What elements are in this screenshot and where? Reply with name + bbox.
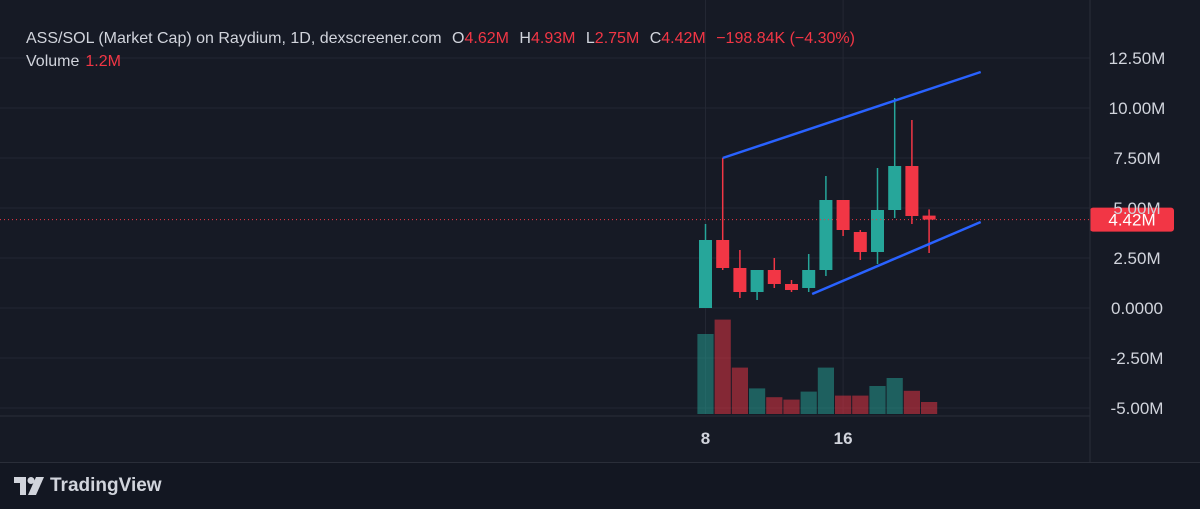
high-value: 4.93M [530, 30, 576, 47]
brand-name: TradingView [50, 475, 162, 496]
y-tick-label: 0.0000 [1111, 299, 1163, 318]
candlesticks [699, 98, 936, 308]
candle-body [871, 210, 884, 252]
volume-bar [869, 386, 886, 414]
volume-bar [783, 399, 800, 414]
footer-bar: TradingView [0, 462, 1200, 509]
y-tick-label: 12.50M [1109, 49, 1166, 68]
y-tick-label: 7.50M [1113, 149, 1160, 168]
volume-bar [731, 367, 748, 414]
y-tick-label: 2.50M [1113, 249, 1160, 268]
candle-body [853, 232, 867, 252]
candle-body [785, 284, 798, 290]
candle-body [922, 215, 936, 220]
candle-body [836, 200, 850, 230]
chart-canvas[interactable]: 4.42M 12.50M 10.00M 7.50M 5.00M 2.50M 0.0000 -… [0, 0, 1200, 462]
high-label: H [519, 30, 531, 47]
grid-lines [0, 0, 1090, 414]
x-tick-label: 16 [834, 429, 853, 448]
low-value: 2.75M [594, 30, 640, 47]
volume-label: Volume [26, 53, 80, 70]
chart-panel[interactable]: 4.42M 12.50M 10.00M 7.50M 5.00M 2.50M 0.0000 -… [0, 0, 1200, 462]
tradingview-logo[interactable]: TradingView [14, 475, 162, 497]
open-value: 4.62M [464, 30, 509, 47]
candle-body [733, 268, 747, 292]
candle-body [767, 270, 781, 284]
volume-legend: Volume 1.2M [26, 53, 121, 71]
close-value: 4.42M [661, 30, 706, 47]
volume-value: 1.2M [85, 53, 121, 70]
volume-bar [852, 395, 869, 414]
trendline [722, 70, 982, 160]
candle-body [905, 166, 919, 216]
volume-bar [800, 391, 817, 414]
axes: 12.50M 10.00M 7.50M 5.00M 2.50M 0.0000 -2.50M -… [0, 0, 1165, 462]
trendlines [722, 70, 982, 296]
last-price-badge [1090, 207, 1174, 232]
volume-bar [921, 402, 938, 414]
y-tick-label: 10.00M [1109, 99, 1166, 118]
trendline [811, 220, 982, 296]
candle-body [699, 240, 712, 308]
candle-body [802, 270, 816, 288]
volume-bar [749, 388, 766, 414]
ohlc-legend: ASS/SOL (Market Cap) on Raydium, 1D, dex… [26, 30, 855, 48]
volume-bar [817, 367, 834, 414]
candle-body [888, 166, 902, 210]
symbol-title: ASS/SOL (Market Cap) on Raydium, 1D, dex… [26, 30, 442, 47]
close-label: C [649, 30, 662, 47]
volume-bar [835, 395, 852, 414]
candle-body [819, 200, 833, 270]
y-tick-label: 5.00M [1113, 199, 1160, 218]
volume-bar [766, 397, 783, 414]
volume-bar [714, 319, 731, 414]
volume-bar [697, 334, 714, 414]
candle-body [750, 270, 764, 292]
tradingview-icon [14, 477, 44, 495]
candle-body [716, 240, 730, 268]
volume-bars [697, 319, 938, 414]
open-label: O [452, 30, 465, 47]
low-label: L [585, 30, 595, 47]
x-tick-label: 8 [701, 429, 710, 448]
volume-bar [903, 390, 920, 414]
last-price-line: 4.42M [0, 207, 1174, 232]
y-tick-label: -5.00M [1111, 399, 1164, 418]
volume-bar [886, 378, 903, 414]
change-value: −198.84K (−4.30%) [716, 30, 855, 47]
y-tick-label: -2.50M [1111, 349, 1164, 368]
last-price-label: 4.42M [1108, 211, 1155, 230]
